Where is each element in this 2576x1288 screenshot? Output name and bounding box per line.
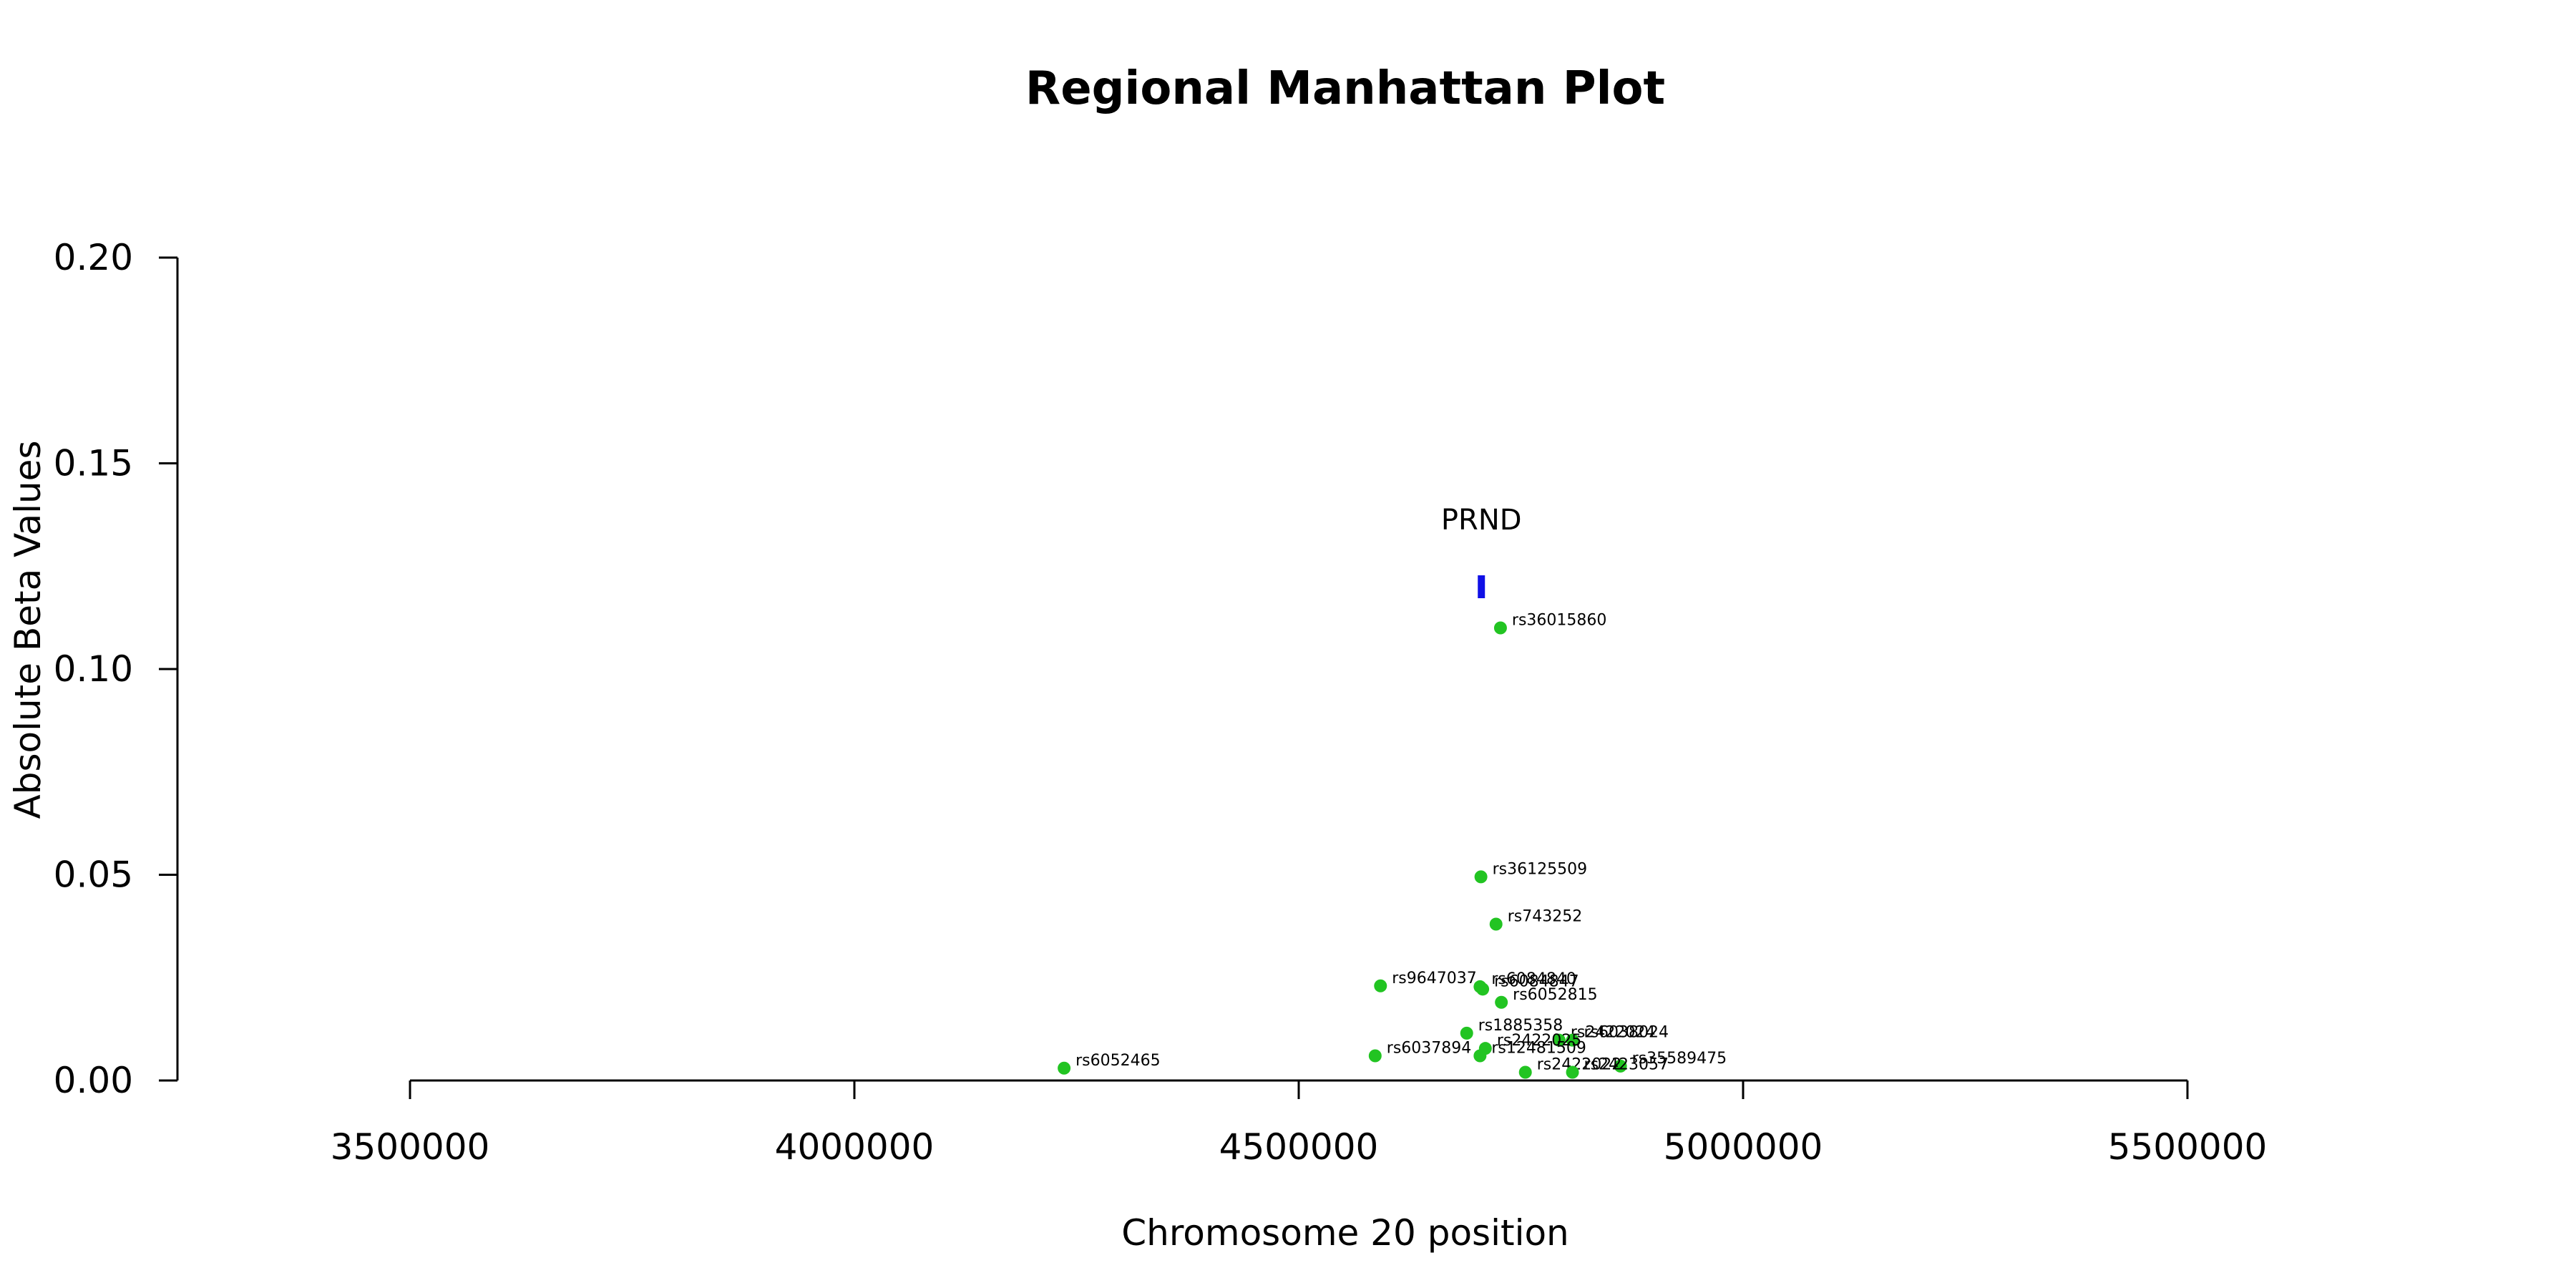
snp-label: rs743252 bbox=[1508, 908, 1583, 926]
y-tick-label: 0.00 bbox=[54, 1060, 133, 1101]
x-tick-label: 5000000 bbox=[1664, 1126, 1823, 1168]
snp-point bbox=[1476, 982, 1490, 996]
snp-point bbox=[1460, 1026, 1473, 1040]
snp-label: rs36015860 bbox=[1512, 612, 1606, 630]
snp-point bbox=[1566, 1065, 1579, 1079]
snp-label: rs35589475 bbox=[1632, 1050, 1727, 1068]
snp-point bbox=[1368, 1049, 1382, 1063]
x-axis-label: Chromosome 20 position bbox=[1121, 1212, 1569, 1254]
x-tick-label: 5500000 bbox=[2108, 1126, 2268, 1168]
snp-label: rs2422025 bbox=[1497, 1032, 1582, 1050]
x-tick-label: 4000000 bbox=[775, 1126, 935, 1168]
y-tick-label: 0.20 bbox=[54, 237, 133, 278]
snp-label: rs36125509 bbox=[1493, 860, 1587, 878]
snp-point bbox=[1489, 917, 1503, 931]
y-axis: 0.00 0.05 0.10 0.15 0.20 bbox=[54, 237, 179, 1101]
snp-label: rs6037894 bbox=[1387, 1040, 1472, 1058]
snp-label: rs2422022 bbox=[1537, 1056, 1622, 1074]
snp-point bbox=[1614, 1059, 1627, 1073]
y-tick-label: 0.05 bbox=[54, 854, 133, 896]
snp-label: rs6038024 bbox=[1584, 1024, 1669, 1042]
gene-bar-prnd bbox=[1478, 575, 1485, 598]
y-axis-label: Absolute Beta Values bbox=[7, 441, 49, 819]
snp-label: rs2423057 bbox=[1584, 1056, 1669, 1074]
gene-track: PRND bbox=[1441, 504, 1522, 598]
gene-label: PRND bbox=[1441, 504, 1522, 537]
x-axis: 3500000 4000000 4500000 5000000 5500000 bbox=[331, 1079, 2268, 1168]
snp-label: rs9647037 bbox=[1392, 970, 1477, 987]
snp-label: rs1885358 bbox=[1478, 1017, 1563, 1035]
snp-point bbox=[1493, 621, 1507, 635]
snp-point bbox=[1473, 1049, 1487, 1063]
snp-point bbox=[1566, 1033, 1579, 1047]
snp-point bbox=[1495, 995, 1508, 1009]
snp-label: rs6084840 bbox=[1491, 970, 1576, 988]
snp-label: rs12481509 bbox=[1491, 1040, 1586, 1058]
x-tick-label: 4500000 bbox=[1219, 1126, 1379, 1168]
snp-label: rs2422024 bbox=[1571, 1024, 1656, 1042]
snp-point bbox=[1374, 979, 1387, 992]
snp-label: rs6052465 bbox=[1075, 1052, 1161, 1070]
x-tick-label: 3500000 bbox=[331, 1126, 490, 1168]
snp-label: rs6084847 bbox=[1494, 972, 1579, 990]
y-tick-label: 0.15 bbox=[54, 443, 133, 484]
snp-point bbox=[1058, 1061, 1071, 1075]
snp-point bbox=[1552, 1033, 1566, 1047]
snp-point bbox=[1474, 870, 1488, 884]
y-tick-label: 0.10 bbox=[54, 648, 133, 690]
snp-point bbox=[1518, 1065, 1532, 1079]
chart-title: Regional Manhattan Plot bbox=[1025, 62, 1665, 115]
snp-points: rs36015860 rs36125509 rs743252 rs9647037 rs6… bbox=[1058, 612, 1727, 1079]
snp-label: rs6052815 bbox=[1513, 986, 1598, 1004]
